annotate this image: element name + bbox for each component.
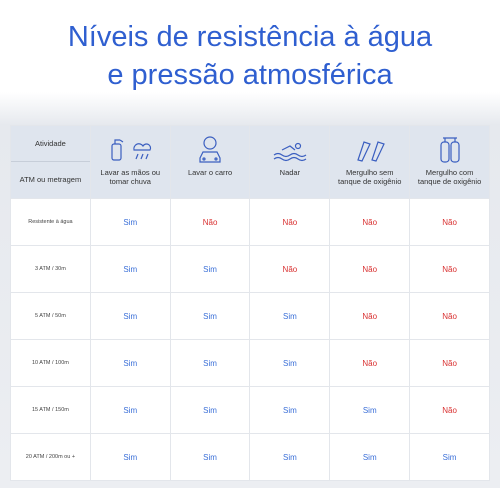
cell: Não: [249, 198, 331, 246]
table-row: 5 ATM / 50m Sim Sim Sim Não Não: [10, 292, 490, 340]
row-label: Resistente à água: [10, 198, 91, 246]
corner-cell: Atividade ATM ou metragem: [10, 125, 91, 199]
cell: Sim: [169, 339, 251, 387]
cell: Sim: [329, 386, 411, 434]
cell: Não: [409, 339, 490, 387]
column-header: Lavar o carro: [169, 125, 251, 199]
row-label: 10 ATM / 100m: [10, 339, 91, 387]
cell: Sim: [249, 339, 331, 387]
cell: Sim: [89, 198, 171, 246]
table-row: Resistente à água Sim Não Não Não Não: [10, 198, 490, 246]
table-header: Atividade ATM ou metragem Lavar as mãos …: [10, 125, 490, 199]
cell: Sim: [169, 245, 251, 293]
icon-hands-rain: [111, 139, 152, 161]
cell: Sim: [169, 292, 251, 340]
table-row: 3 ATM / 30m Sim Sim Não Não Não: [10, 245, 490, 293]
column-header: Mergulho com tanque de oxigênio: [409, 125, 490, 199]
cell: Sim: [89, 292, 171, 340]
cell: Não: [329, 292, 411, 340]
column-label: Nadar: [279, 168, 301, 177]
column-header: Lavar as mãos ou tomar chuva: [89, 125, 171, 199]
cell: Não: [329, 245, 411, 293]
table-row: 20 ATM / 200m ou + Sim Sim Sim Sim Sim: [10, 433, 490, 481]
table-row: 15 ATM / 150m Sim Sim Sim Sim Não: [10, 386, 490, 434]
cell: Não: [249, 245, 331, 293]
row-label: 5 ATM / 50m: [10, 292, 91, 340]
header-row: Atividade ATM ou metragem Lavar as mãos …: [10, 125, 490, 199]
cell: Sim: [89, 339, 171, 387]
corner-top: Atividade: [34, 139, 66, 148]
column-label: Lavar o carro: [187, 168, 233, 177]
row-label: 3 ATM / 30m: [10, 245, 91, 293]
cell: Sim: [249, 386, 331, 434]
row-label: 20 ATM / 200m ou +: [10, 433, 91, 481]
column-label: Mergulho com tanque de oxigênio: [417, 168, 482, 186]
row-label: 15 ATM / 150m: [10, 386, 91, 434]
icon-fins: [356, 141, 385, 162]
cell: Não: [409, 198, 490, 246]
cell: Não: [409, 245, 490, 293]
corner-bottom: ATM ou metragem: [11, 161, 90, 197]
title-line: e pressão atmosférica: [107, 59, 393, 91]
column-label: Mergulho sem tanque de oxigênio: [338, 168, 402, 186]
cell: Sim: [89, 433, 171, 481]
column-header: Nadar: [249, 125, 331, 199]
table-row: 10 ATM / 100m Sim Sim Sim Não Não: [10, 339, 490, 387]
cell: Sim: [249, 292, 331, 340]
cell: Sim: [329, 433, 411, 481]
cell: Não: [329, 339, 411, 387]
cell: Não: [329, 198, 411, 246]
title: Níveis de resistência à água e pressão a…: [0, 18, 500, 94]
table-body: Resistente à água Sim Não Não Não Não 3 ATM / …: [10, 198, 490, 481]
title-line: Níveis de resistência à água: [67, 21, 433, 53]
cell: Não: [409, 292, 490, 340]
column-label: Lavar as mãos ou tomar chuva: [100, 168, 161, 186]
cell: Sim: [169, 386, 251, 434]
cell: Sim: [89, 245, 171, 293]
column-header: Mergulho sem tanque de oxigênio: [329, 125, 411, 199]
resistance-table: Atividade ATM ou metragem Lavar as mãos …: [10, 125, 490, 481]
cell: Sim: [169, 433, 251, 481]
cell: Sim: [89, 386, 171, 434]
icon-swim: [273, 142, 307, 162]
icon-tanks: [439, 137, 460, 163]
cell: Sim: [249, 433, 331, 481]
icon-car-wash: [199, 136, 221, 163]
cell: Não: [409, 386, 490, 434]
cell: Não: [169, 198, 251, 246]
cell: Sim: [409, 433, 490, 481]
